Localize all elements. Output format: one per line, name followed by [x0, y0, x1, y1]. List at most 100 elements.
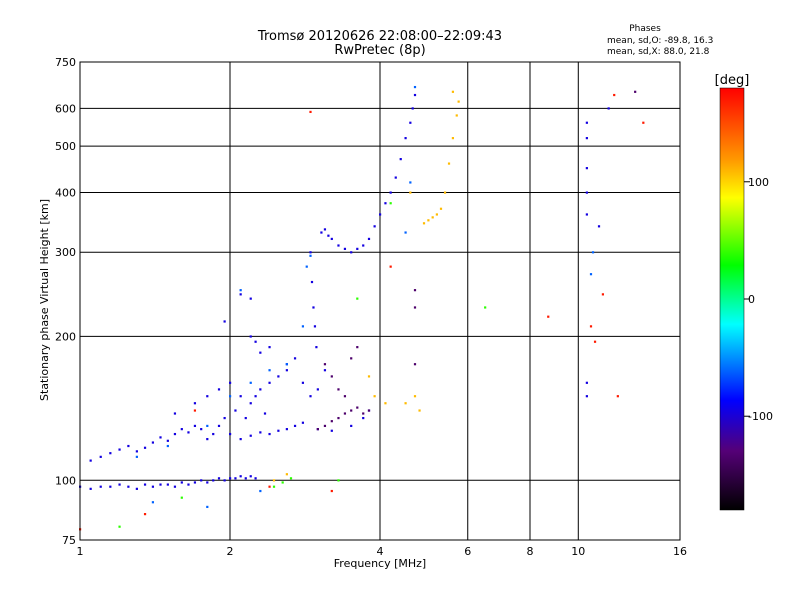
echo-point — [330, 375, 333, 378]
y-tick-label: 750 — [55, 56, 76, 69]
echo-point — [589, 325, 593, 328]
echo-point — [585, 213, 588, 216]
echo-point — [234, 409, 237, 412]
echo-point — [89, 459, 92, 462]
echo-point — [323, 424, 327, 428]
echo-point — [244, 416, 247, 420]
echo-point — [268, 381, 271, 384]
echo-point — [309, 395, 312, 398]
echo-point — [151, 501, 155, 504]
echo-point — [118, 525, 121, 528]
y-tick-label: 100 — [55, 474, 76, 487]
echo-point — [187, 431, 190, 434]
echo-point — [589, 273, 593, 276]
echo-point — [399, 158, 402, 161]
echo-point — [193, 424, 197, 428]
stats-x-mode: mean, sd,X: 88.0, 21.8 — [607, 47, 710, 57]
echo-point — [206, 424, 209, 428]
echo-point — [118, 448, 121, 451]
echo-point — [285, 428, 288, 431]
echo-point — [330, 429, 333, 432]
gridlines — [80, 62, 680, 540]
echo-point — [585, 395, 588, 398]
colorbar-tick-label: 0 — [748, 293, 755, 306]
echo-point — [404, 137, 407, 140]
echo-point — [229, 432, 232, 436]
echo-point — [356, 297, 359, 300]
echo-point — [254, 395, 257, 398]
echo-point — [244, 477, 247, 480]
colorbar-label: [deg] — [715, 73, 750, 88]
echo-point — [384, 202, 387, 205]
echo-point — [330, 420, 333, 423]
echo-point — [413, 395, 417, 398]
echo-point — [409, 191, 412, 194]
echo-point — [127, 485, 130, 488]
echo-point — [362, 416, 365, 420]
echo-point — [312, 306, 315, 309]
echo-point — [135, 450, 138, 453]
echo-point — [173, 412, 177, 415]
echo-point — [249, 335, 252, 338]
echo-points — [79, 85, 645, 531]
echo-point — [413, 93, 417, 97]
echo-point — [591, 251, 595, 254]
echo-point — [484, 306, 487, 309]
x-tick-label: 4 — [377, 545, 384, 558]
echo-point — [373, 225, 376, 228]
echo-point — [327, 234, 330, 237]
echo-point — [259, 489, 262, 493]
echo-point — [343, 412, 347, 415]
echo-point — [315, 346, 318, 349]
echo-point — [193, 402, 197, 405]
echo-point — [239, 293, 242, 296]
echo-point — [193, 481, 197, 484]
echo-point — [143, 513, 147, 516]
echo-point — [350, 424, 353, 428]
echo-point — [330, 489, 333, 493]
echo-point — [337, 479, 340, 482]
echo-point — [394, 176, 397, 179]
echo-point — [316, 428, 319, 431]
echo-point — [239, 475, 242, 478]
echo-point — [259, 388, 262, 391]
echo-point — [337, 388, 340, 391]
echo-point — [229, 395, 232, 398]
echo-point — [330, 237, 333, 241]
x-tick-label: 16 — [673, 545, 687, 558]
echo-point — [613, 93, 616, 97]
echo-point — [362, 244, 365, 247]
x-tick-label: 10 — [571, 545, 585, 558]
echo-point — [173, 485, 177, 488]
echo-point — [607, 107, 610, 110]
echo-point — [362, 412, 365, 415]
echo-point — [427, 219, 430, 222]
echo-point — [301, 325, 305, 328]
echo-point — [457, 100, 460, 103]
y-tick-label: 400 — [55, 186, 76, 199]
echo-point — [193, 409, 197, 412]
echo-point — [277, 429, 280, 432]
echo-point — [200, 428, 203, 431]
echo-point — [173, 432, 177, 436]
echo-point — [316, 388, 319, 391]
echo-point — [109, 485, 112, 488]
echo-point — [293, 357, 297, 360]
colorbar-tick-label: 100 — [748, 176, 769, 189]
echo-point — [143, 446, 147, 449]
echo-point — [135, 455, 138, 458]
echo-point — [356, 406, 359, 409]
echo-point — [451, 137, 455, 140]
echo-point — [597, 225, 601, 228]
echo-point — [439, 207, 443, 210]
echo-point — [389, 191, 392, 194]
echo-point — [309, 254, 312, 257]
echo-point — [585, 191, 588, 194]
echo-point — [373, 395, 376, 398]
x-axis-label: Frequency [MHz] — [334, 557, 426, 570]
echo-point — [206, 437, 209, 441]
echo-point — [285, 363, 288, 366]
chart-subtitle: RwPretec (8p) — [334, 43, 425, 58]
echo-point — [455, 114, 458, 117]
